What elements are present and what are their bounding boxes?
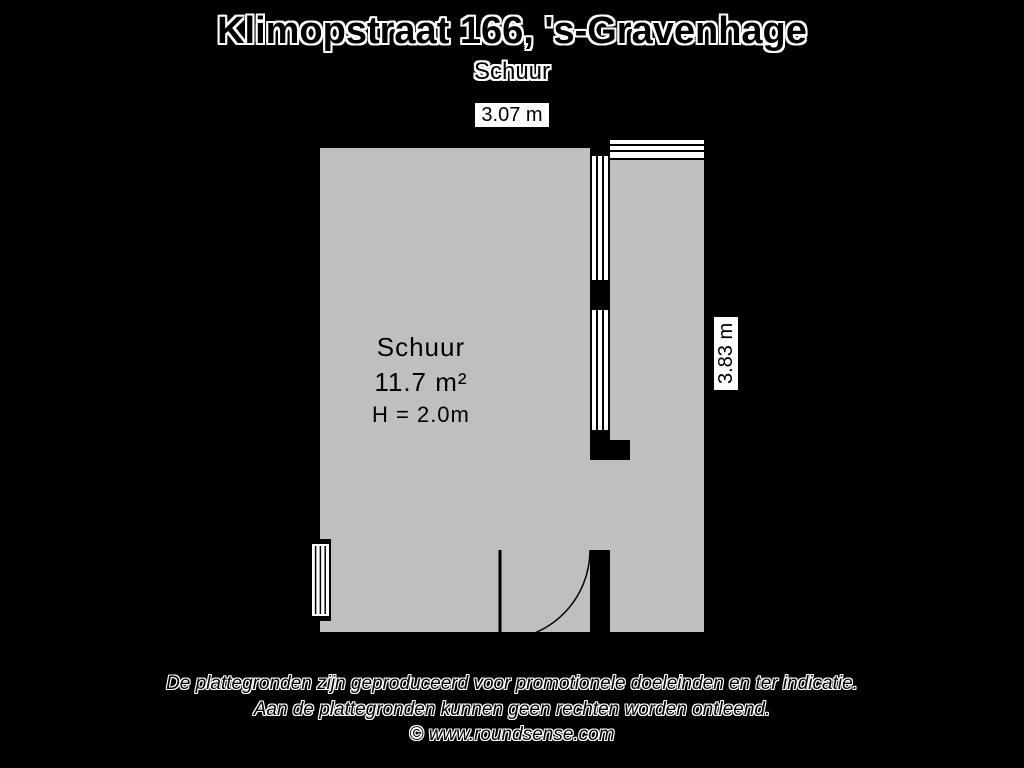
dimension-width-label: 3.07 m bbox=[475, 103, 548, 127]
room-area: 11.7 m² bbox=[372, 365, 470, 400]
dimension-height-label: 3.83 m bbox=[714, 317, 738, 390]
page-subtitle: Schuur bbox=[0, 58, 1024, 86]
footer-line-3: © www.roundsense.com bbox=[0, 722, 1024, 748]
room-height: H = 2.0m bbox=[372, 400, 470, 430]
page-title: Klimopstraat 166, 's-Gravenhage bbox=[0, 10, 1024, 53]
room-name: Schuur bbox=[372, 330, 470, 365]
footer-line-1: De plattegronden zijn geproduceerd voor … bbox=[0, 671, 1024, 697]
room-label-block: Schuur 11.7 m² H = 2.0m bbox=[372, 330, 470, 430]
footer-disclaimer: De plattegronden zijn geproduceerd voor … bbox=[0, 671, 1024, 748]
footer-line-2: Aan de plattegronden kunnen geen rechten… bbox=[0, 697, 1024, 723]
dimension-height: 3.83 m bbox=[715, 317, 738, 390]
dimension-width: 3.07 m bbox=[0, 104, 1024, 127]
